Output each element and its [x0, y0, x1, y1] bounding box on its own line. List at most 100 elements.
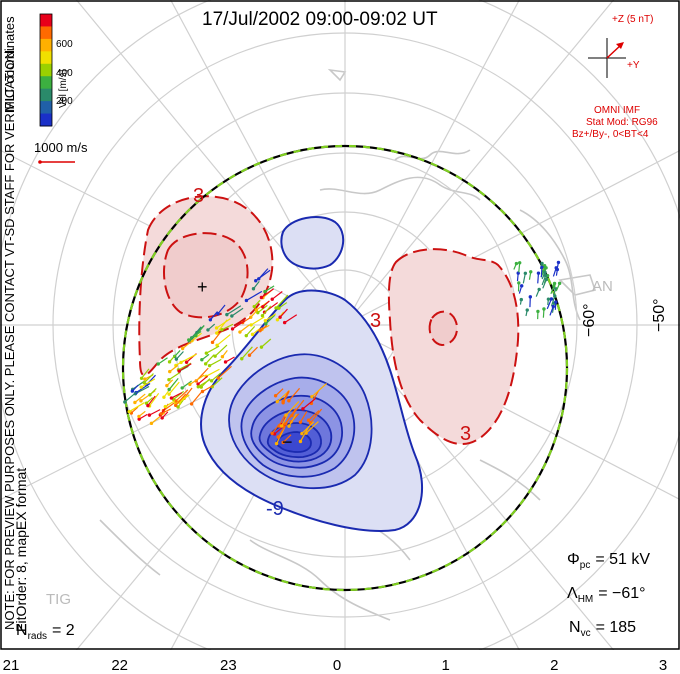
svg-text:Nvc= 185: Nvc = 185	[569, 619, 636, 639]
velocity-vector-dot	[277, 306, 281, 310]
velocity-vector	[178, 363, 192, 372]
velocity-vector	[168, 381, 180, 395]
velocity-vector	[171, 392, 183, 399]
velocity-vector-dot	[249, 323, 253, 327]
potential-min-marker: −	[282, 432, 293, 452]
colorbar-swatch	[40, 63, 52, 77]
latitude-label-60: −60°	[581, 303, 598, 337]
velocity-vector-dot	[137, 414, 141, 419]
velocity-vector	[261, 338, 272, 348]
velocity-vector-dot	[298, 420, 303, 424]
velocity-vector-dot	[196, 385, 200, 389]
velocity-vector-dot	[540, 261, 544, 266]
mlt-axis: 21 22 23 0 1 2 3	[3, 657, 668, 674]
velocity-vector	[217, 365, 232, 379]
contour-label-positive-top-left: 3	[193, 185, 204, 207]
potential-max-marker: +	[197, 277, 208, 297]
velocity-vector	[281, 416, 287, 427]
velocity-vector-dot	[210, 340, 215, 345]
velocity-vector	[250, 316, 265, 326]
velocity-vector	[149, 392, 160, 407]
imf-y-label: +Y	[627, 60, 640, 71]
velocity-vector-dot	[146, 403, 150, 408]
velocity-vector	[277, 422, 288, 438]
velocity-vector-dot	[203, 362, 208, 366]
velocity-vector-dot	[301, 407, 305, 411]
colorbar-tick-label: 400	[56, 68, 73, 79]
velocity-vector-dot	[127, 409, 131, 414]
preview-note: NOTE: FOR PREVIEW PURPOSES ONLY. PLEASE …	[2, 46, 17, 630]
velocity-vector-dot	[525, 308, 529, 312]
velocity-vector	[257, 304, 268, 314]
velocity-vector	[310, 408, 323, 424]
velocity-vector	[212, 332, 221, 343]
mlt-tick-label: 0	[333, 657, 341, 674]
mlt-tick-label: 2	[550, 657, 558, 674]
velocity-vector	[216, 318, 231, 329]
velocity-vector-dot	[259, 345, 264, 349]
velocity-vector-dot	[167, 392, 171, 396]
velocity-vector-dot	[543, 273, 548, 278]
velocity-vectors	[123, 260, 562, 446]
velocity-vector	[197, 379, 211, 388]
velocity-vector-dot	[215, 331, 219, 335]
contour-label-negative-bottom: -9	[266, 498, 284, 520]
velocity-vector-dot	[216, 376, 220, 380]
velocity-vector-dot	[247, 353, 252, 357]
velocity-vector-dot	[163, 404, 167, 409]
scale-vector-dot	[38, 160, 42, 164]
velocity-vector-dot	[167, 377, 171, 382]
velocity-vector-dot	[204, 351, 209, 355]
velocity-vector	[299, 411, 308, 423]
colorbar-swatch	[40, 76, 52, 90]
velocity-vector-dot	[250, 332, 255, 337]
velocity-vector	[265, 314, 276, 325]
velocity-vector	[241, 346, 253, 360]
velocity-vector	[537, 273, 540, 284]
velocity-vector	[265, 313, 277, 322]
velocity-vector	[205, 354, 215, 365]
velocity-vector-dot	[554, 300, 558, 304]
velocity-vector	[124, 391, 138, 403]
velocity-vector-dot	[238, 330, 242, 334]
velocity-vector	[221, 323, 234, 331]
velocity-vector	[225, 356, 235, 363]
velocity-vector-dot	[254, 279, 258, 283]
velocity-vector	[168, 372, 181, 381]
velocity-vector-dot	[139, 399, 143, 403]
velocity-vector	[128, 402, 145, 413]
velocity-vector-dot	[189, 402, 194, 406]
velocity-vector	[164, 400, 176, 408]
velocity-vector	[282, 414, 294, 427]
velocity-vector-dot	[180, 346, 185, 351]
velocity-vector-dot	[244, 333, 248, 338]
stat-mod-label: Stat Mod: RG96	[586, 117, 658, 128]
velocity-vector	[264, 285, 275, 293]
velocity-vector-dot	[274, 441, 279, 446]
velocity-vector-dot	[270, 297, 274, 301]
velocity-vector	[209, 311, 218, 321]
velocity-vector	[246, 290, 263, 301]
velocity-vector-dot	[298, 439, 303, 444]
velocity-vector-dot	[542, 264, 547, 268]
velocity-vector	[284, 314, 298, 324]
velocity-vector	[191, 392, 202, 405]
velocity-vector	[261, 288, 275, 298]
velocity-vector-dot	[174, 357, 179, 361]
velocity-vector-dot	[555, 267, 560, 272]
velocity-vector-dot	[536, 271, 541, 275]
imf-condition-label: Bz+/By-, 0<BT<4	[572, 129, 649, 140]
velocity-vector-dot	[187, 338, 191, 342]
velocity-vector-dot	[240, 357, 244, 361]
mlt-tick-label: 1	[441, 657, 449, 674]
velocity-vector-dot	[162, 395, 166, 399]
velocity-vector	[211, 372, 222, 382]
velocity-vector-dot	[165, 383, 169, 388]
velocity-vector	[143, 373, 154, 384]
velocity-vector-dot	[284, 413, 288, 417]
velocity-vector-dot	[230, 314, 234, 318]
colorbar-swatch	[40, 38, 52, 52]
velocity-vector	[168, 377, 179, 390]
velocity-vector-dot	[148, 393, 152, 397]
station-label-bottom-left: TIG	[46, 591, 71, 608]
